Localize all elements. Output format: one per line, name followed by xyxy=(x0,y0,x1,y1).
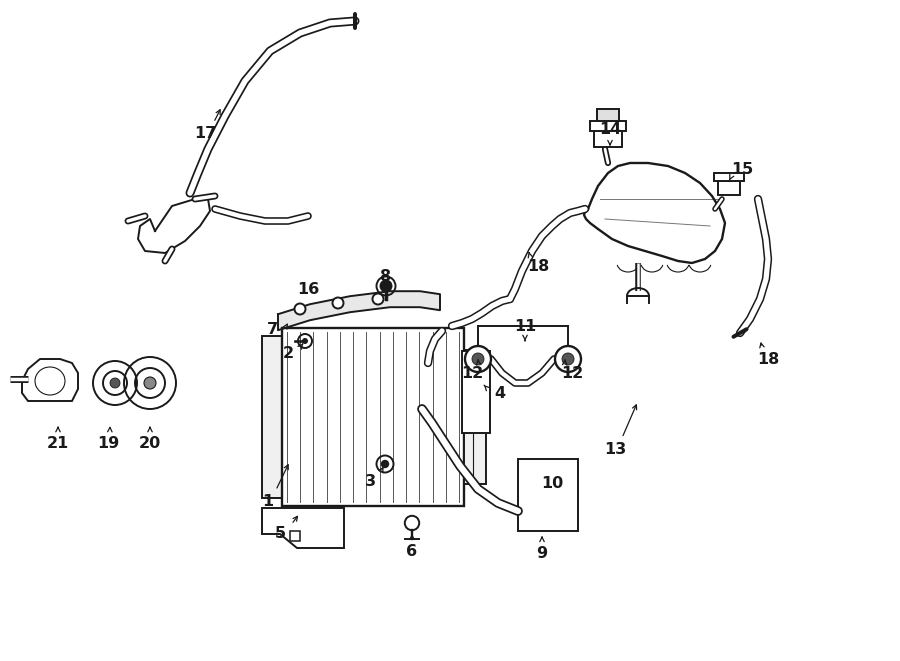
Bar xyxy=(518,459,578,531)
Text: 14: 14 xyxy=(598,122,621,137)
Text: 11: 11 xyxy=(514,319,536,334)
Text: 18: 18 xyxy=(757,352,779,366)
Circle shape xyxy=(562,353,574,365)
Polygon shape xyxy=(262,508,344,548)
Text: 12: 12 xyxy=(461,366,483,381)
Text: 20: 20 xyxy=(139,436,161,451)
Text: 17: 17 xyxy=(194,126,216,141)
Text: 12: 12 xyxy=(561,366,583,381)
Circle shape xyxy=(110,378,120,388)
Bar xyxy=(594,131,622,147)
Circle shape xyxy=(373,293,383,305)
Circle shape xyxy=(465,346,491,372)
Bar xyxy=(290,531,300,541)
Text: 19: 19 xyxy=(97,436,119,451)
Polygon shape xyxy=(278,292,440,330)
Text: 21: 21 xyxy=(47,436,69,451)
Circle shape xyxy=(381,460,389,468)
Bar xyxy=(282,328,464,506)
Text: 2: 2 xyxy=(283,346,293,360)
Text: 3: 3 xyxy=(364,473,375,488)
Text: 15: 15 xyxy=(731,161,753,176)
Text: 7: 7 xyxy=(266,321,277,336)
Circle shape xyxy=(472,353,484,365)
Bar xyxy=(714,173,744,181)
Text: 10: 10 xyxy=(541,475,563,490)
Bar xyxy=(464,350,486,484)
Circle shape xyxy=(144,377,156,389)
Circle shape xyxy=(381,280,392,292)
Bar xyxy=(718,181,740,195)
Circle shape xyxy=(294,303,305,315)
Text: 4: 4 xyxy=(494,385,506,401)
Polygon shape xyxy=(138,199,210,253)
Text: 5: 5 xyxy=(274,525,285,541)
Text: 13: 13 xyxy=(604,442,626,457)
Polygon shape xyxy=(584,163,725,263)
Text: 6: 6 xyxy=(407,543,418,559)
Circle shape xyxy=(555,346,581,372)
Polygon shape xyxy=(22,359,78,401)
Bar xyxy=(462,351,490,433)
Bar xyxy=(590,121,626,131)
Text: 16: 16 xyxy=(297,282,320,297)
Text: 9: 9 xyxy=(536,545,547,561)
Text: 18: 18 xyxy=(526,258,549,274)
Circle shape xyxy=(302,338,308,344)
Text: 1: 1 xyxy=(263,494,274,508)
Text: 8: 8 xyxy=(381,268,392,284)
Bar xyxy=(597,109,619,121)
Circle shape xyxy=(332,297,344,309)
Bar xyxy=(262,336,282,498)
